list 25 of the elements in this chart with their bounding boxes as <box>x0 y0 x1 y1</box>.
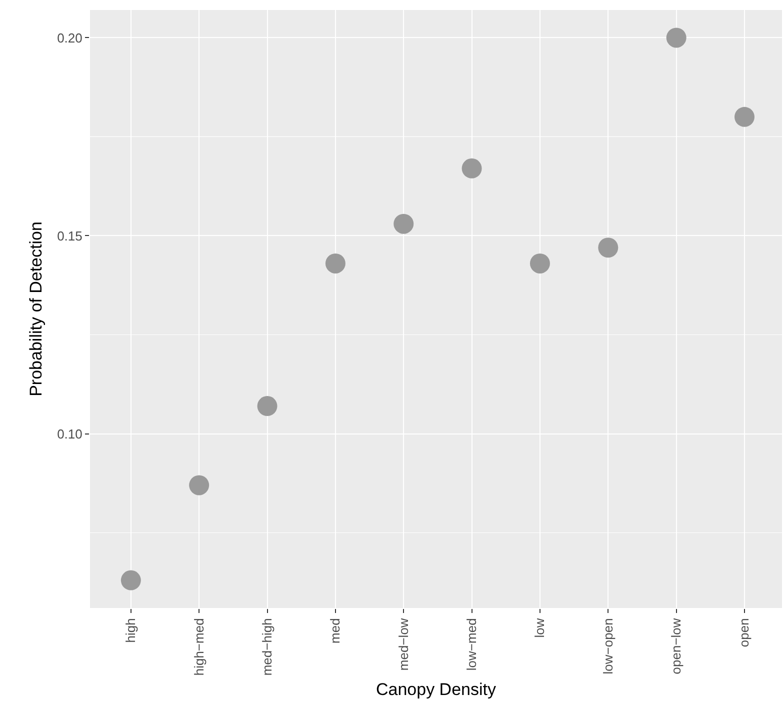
y-axis-title: Probability of Detection <box>26 222 46 396</box>
x-tick-label: med <box>328 618 343 644</box>
point <box>189 475 210 496</box>
y-tick-label: 0.20 <box>57 30 82 46</box>
y-tick-label: 0.15 <box>57 228 82 244</box>
x-tick-label: open−low <box>668 618 684 674</box>
x-tick-label: high <box>123 618 138 643</box>
point <box>666 28 686 48</box>
x-tick-label: open <box>736 618 752 648</box>
x-tick-label: low−open <box>600 618 616 674</box>
x-tick-label: high−med <box>191 618 206 676</box>
point <box>530 253 550 274</box>
point <box>394 214 414 234</box>
x-tick-label: low <box>532 618 548 638</box>
x-tick-label: med−high <box>259 618 274 676</box>
x-axis-title: Canopy Density <box>376 680 496 700</box>
point <box>734 106 754 127</box>
point <box>325 253 346 274</box>
point <box>257 396 278 416</box>
y-tick-label: 0.10 <box>57 426 82 442</box>
x-tick-label: low−med <box>464 618 480 671</box>
point <box>598 238 618 258</box>
point <box>462 158 482 178</box>
point <box>120 570 141 590</box>
x-tick-label: med−low <box>396 618 411 671</box>
